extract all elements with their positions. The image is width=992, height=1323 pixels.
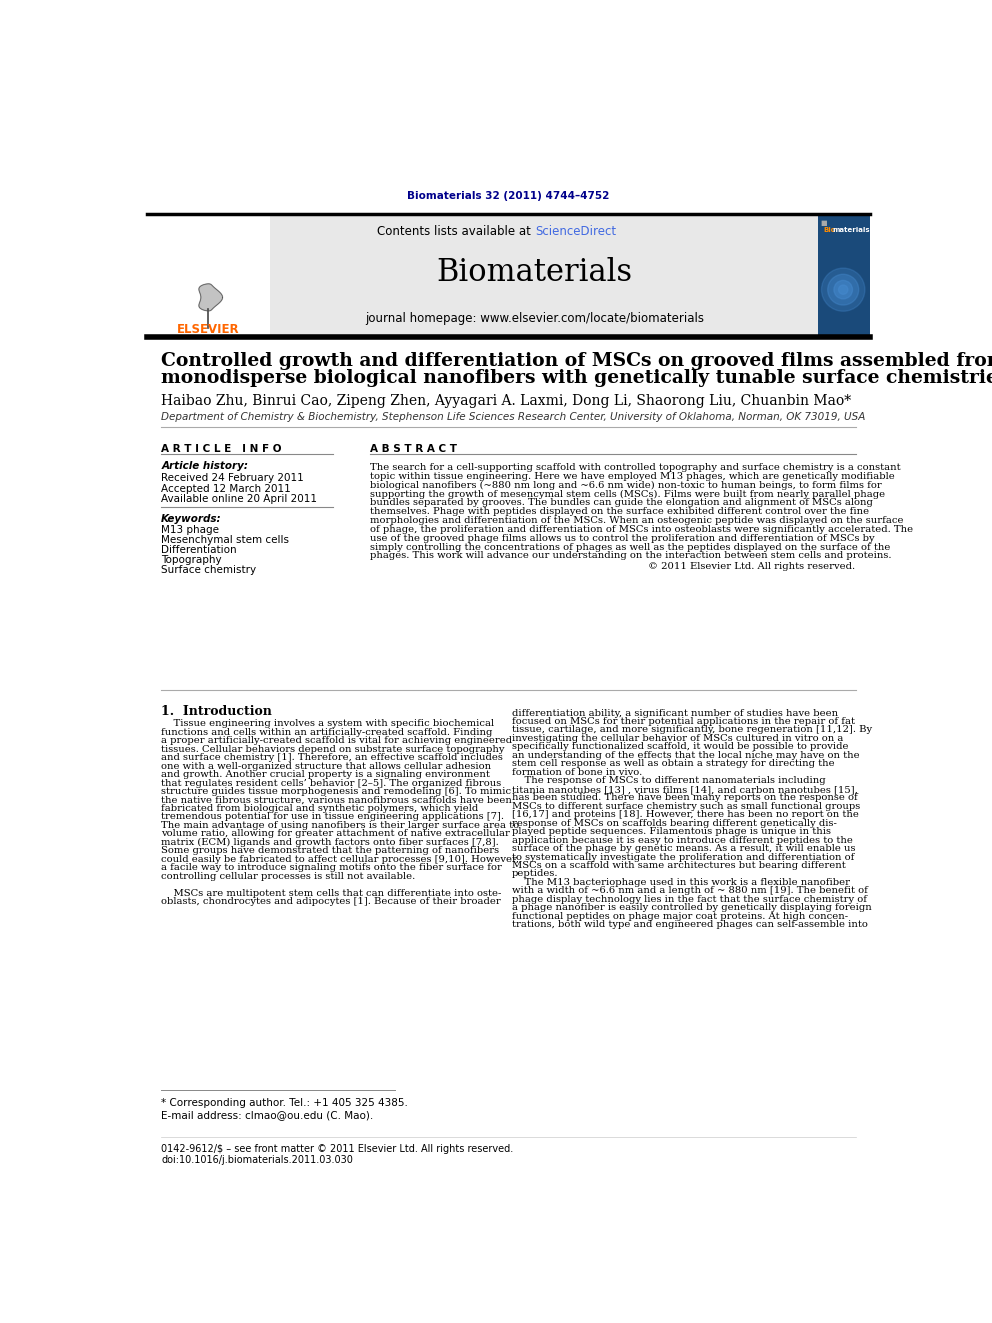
Text: volume ratio, allowing for greater attachment of native extracellular: volume ratio, allowing for greater attac… bbox=[161, 830, 510, 839]
Text: A B S T R A C T: A B S T R A C T bbox=[370, 443, 457, 454]
Text: stem cell response as well as obtain a strategy for directing the: stem cell response as well as obtain a s… bbox=[512, 759, 834, 769]
Text: Some groups have demonstrated that the patterning of nanofibers: Some groups have demonstrated that the p… bbox=[161, 847, 499, 856]
Text: ■: ■ bbox=[820, 220, 826, 226]
Text: tremendous potential for use in tissue engineering applications [7].: tremendous potential for use in tissue e… bbox=[161, 812, 504, 822]
Circle shape bbox=[834, 280, 852, 299]
Text: Biomaterials: Biomaterials bbox=[436, 257, 633, 288]
Polygon shape bbox=[198, 284, 222, 311]
Text: [16,17] and proteins [18]. However, there has been no report on the: [16,17] and proteins [18]. However, ther… bbox=[512, 810, 858, 819]
Text: Differentiation: Differentiation bbox=[161, 545, 237, 556]
Text: MSCs are multipotent stem cells that can differentiate into oste-: MSCs are multipotent stem cells that can… bbox=[161, 889, 502, 898]
Text: functional peptides on phage major coat proteins. At high concen-: functional peptides on phage major coat … bbox=[512, 912, 847, 921]
Text: A R T I C L E   I N F O: A R T I C L E I N F O bbox=[161, 443, 282, 454]
Text: functions and cells within an artificially-created scaffold. Finding: functions and cells within an artificial… bbox=[161, 728, 493, 737]
Text: * Corresponding author. Tel.: +1 405 325 4385.: * Corresponding author. Tel.: +1 405 325… bbox=[161, 1098, 408, 1109]
Text: Topography: Topography bbox=[161, 556, 222, 565]
Text: The response of MSCs to different nanomaterials including: The response of MSCs to different nanoma… bbox=[512, 777, 825, 786]
Text: Keywords:: Keywords: bbox=[161, 515, 222, 524]
Text: supporting the growth of mesencymal stem cells (MSCs). Films were built from nea: supporting the growth of mesencymal stem… bbox=[370, 490, 886, 499]
Text: played peptide sequences. Filamentous phage is unique in this: played peptide sequences. Filamentous ph… bbox=[512, 827, 830, 836]
Text: materials: materials bbox=[832, 228, 870, 233]
Text: Accepted 12 March 2011: Accepted 12 March 2011 bbox=[161, 484, 291, 493]
Bar bbox=[817, 214, 870, 336]
Text: tissues. Cellular behaviors depend on substrate surface topography: tissues. Cellular behaviors depend on su… bbox=[161, 745, 505, 754]
Text: peptides.: peptides. bbox=[512, 869, 558, 878]
Text: The main advantage of using nanofibers is their larger surface area to: The main advantage of using nanofibers i… bbox=[161, 822, 520, 830]
Text: oblasts, chondrocytes and adipocytes [1]. Because of their broader: oblasts, chondrocytes and adipocytes [1]… bbox=[161, 897, 501, 906]
Text: phages. This work will advance our understanding on the interaction between stem: phages. This work will advance our under… bbox=[370, 552, 892, 561]
Text: ELSEVIER: ELSEVIER bbox=[178, 323, 240, 336]
Text: could easily be fabricated to affect cellular processes [9,10]. However,: could easily be fabricated to affect cel… bbox=[161, 855, 519, 864]
Text: Bio: Bio bbox=[823, 228, 836, 233]
Text: 0142-9612/$ – see front matter © 2011 Elsevier Ltd. All rights reserved.: 0142-9612/$ – see front matter © 2011 El… bbox=[161, 1144, 514, 1155]
Text: Surface chemistry: Surface chemistry bbox=[161, 565, 256, 576]
Text: Controlled growth and differentiation of MSCs on grooved films assembled from: Controlled growth and differentiation of… bbox=[161, 352, 992, 370]
Text: response of MSCs on scaffolds bearing different genetically dis-: response of MSCs on scaffolds bearing di… bbox=[512, 819, 836, 828]
Text: Department of Chemistry & Biochemistry, Stephenson Life Sciences Research Center: Department of Chemistry & Biochemistry, … bbox=[161, 411, 866, 422]
Text: matrix (ECM) ligands and growth factors onto fiber surfaces [7,8].: matrix (ECM) ligands and growth factors … bbox=[161, 837, 499, 847]
Text: controlling cellular processes is still not available.: controlling cellular processes is still … bbox=[161, 872, 416, 881]
Text: a facile way to introduce signaling motifs onto the fiber surface for: a facile way to introduce signaling moti… bbox=[161, 864, 502, 872]
Text: investigating the cellular behavior of MSCs cultured in vitro on a: investigating the cellular behavior of M… bbox=[512, 734, 843, 744]
Text: application because it is easy to introduce different peptides to the: application because it is easy to introd… bbox=[512, 836, 852, 844]
Text: ScienceDirect: ScienceDirect bbox=[536, 225, 617, 238]
Text: Haibao Zhu, Binrui Cao, Zipeng Zhen, Ayyagari A. Laxmi, Dong Li, Shaorong Liu, C: Haibao Zhu, Binrui Cao, Zipeng Zhen, Ayy… bbox=[161, 394, 851, 409]
Text: focused on MSCs for their potential applications in the repair of fat: focused on MSCs for their potential appl… bbox=[512, 717, 854, 726]
Text: Mesenchymal stem cells: Mesenchymal stem cells bbox=[161, 536, 290, 545]
Text: a phage nanofiber is easily controlled by genetically displaying foreign: a phage nanofiber is easily controlled b… bbox=[512, 904, 871, 913]
Text: M13 phage: M13 phage bbox=[161, 525, 219, 536]
Bar bbox=[147, 214, 270, 336]
Text: of phage, the proliferation and differentiation of MSCs into osteoblasts were si: of phage, the proliferation and differen… bbox=[370, 525, 914, 534]
Text: surface of the phage by genetic means. As a result, it will enable us: surface of the phage by genetic means. A… bbox=[512, 844, 855, 853]
Circle shape bbox=[838, 284, 848, 294]
Text: The M13 bacteriophage used in this work is a flexible nanofiber: The M13 bacteriophage used in this work … bbox=[512, 878, 849, 886]
Text: tissue, cartilage, and more significantly, bone regeneration [11,12]. By: tissue, cartilage, and more significantl… bbox=[512, 725, 872, 734]
Text: that regulates resident cells’ behavior [2–5]. The organized fibrous: that regulates resident cells’ behavior … bbox=[161, 779, 501, 787]
Text: simply controlling the concentrations of phages as well as the peptides displaye: simply controlling the concentrations of… bbox=[370, 542, 891, 552]
Text: Available online 20 April 2011: Available online 20 April 2011 bbox=[161, 495, 317, 504]
Circle shape bbox=[827, 274, 859, 306]
Text: Tissue engineering involves a system with specific biochemical: Tissue engineering involves a system wit… bbox=[161, 720, 494, 729]
Text: The search for a cell-supporting scaffold with controlled topography and surface: The search for a cell-supporting scaffol… bbox=[370, 463, 901, 472]
Text: one with a well-organized structure that allows cellular adhesion: one with a well-organized structure that… bbox=[161, 762, 491, 771]
Bar bbox=[147, 214, 870, 336]
Text: fabricated from biological and synthetic polymers, which yield: fabricated from biological and synthetic… bbox=[161, 804, 478, 814]
Text: themselves. Phage with peptides displayed on the surface exhibited different con: themselves. Phage with peptides displaye… bbox=[370, 507, 870, 516]
Text: morphologies and differentiation of the MSCs. When an osteogenic peptide was dis: morphologies and differentiation of the … bbox=[370, 516, 904, 525]
Text: and surface chemistry [1]. Therefore, an effective scaffold includes: and surface chemistry [1]. Therefore, an… bbox=[161, 753, 503, 762]
Text: structure guides tissue morphogenesis and remodeling [6]. To mimic: structure guides tissue morphogenesis an… bbox=[161, 787, 511, 796]
Text: Biomaterials 32 (2011) 4744–4752: Biomaterials 32 (2011) 4744–4752 bbox=[407, 191, 610, 201]
Text: an understanding of the effects that the local niche may have on the: an understanding of the effects that the… bbox=[512, 751, 859, 759]
Text: phage display technology lies in the fact that the surface chemistry of: phage display technology lies in the fac… bbox=[512, 894, 866, 904]
Text: the native fibrous structure, various nanofibrous scaffolds have been: the native fibrous structure, various na… bbox=[161, 795, 512, 804]
Text: topic within tissue engineering. Here we have employed M13 phages, which are gen: topic within tissue engineering. Here we… bbox=[370, 472, 895, 480]
Text: MSCs on a scaffold with same architectures but bearing different: MSCs on a scaffold with same architectur… bbox=[512, 861, 845, 871]
Text: trations, both wild type and engineered phages can self-assemble into: trations, both wild type and engineered … bbox=[512, 921, 867, 929]
Text: and growth. Another crucial property is a signaling environment: and growth. Another crucial property is … bbox=[161, 770, 490, 779]
Text: biological nanofibers (~880 nm long and ~6.6 nm wide) non-toxic to human beings,: biological nanofibers (~880 nm long and … bbox=[370, 480, 882, 490]
Text: Contents lists available at: Contents lists available at bbox=[377, 225, 535, 238]
Text: doi:10.1016/j.biomaterials.2011.03.030: doi:10.1016/j.biomaterials.2011.03.030 bbox=[161, 1155, 353, 1166]
Text: titania nanotubes [13] , virus films [14], and carbon nanotubes [15],: titania nanotubes [13] , virus films [14… bbox=[512, 785, 857, 794]
Text: journal homepage: www.elsevier.com/locate/biomaterials: journal homepage: www.elsevier.com/locat… bbox=[365, 312, 704, 324]
Text: bundles separated by grooves. The bundles can guide the elongation and alignment: bundles separated by grooves. The bundle… bbox=[370, 499, 873, 507]
Text: to systematically investigate the proliferation and differentiation of: to systematically investigate the prolif… bbox=[512, 852, 854, 861]
Text: Received 24 February 2011: Received 24 February 2011 bbox=[161, 472, 304, 483]
Text: Article history:: Article history: bbox=[161, 462, 248, 471]
Circle shape bbox=[821, 269, 865, 311]
Text: use of the grooved phage films allows us to control the proliferation and differ: use of the grooved phage films allows us… bbox=[370, 533, 875, 542]
Text: with a width of ~6.6 nm and a length of ~ 880 nm [19]. The benefit of: with a width of ~6.6 nm and a length of … bbox=[512, 886, 867, 896]
Text: has been studied. There have been many reports on the response of: has been studied. There have been many r… bbox=[512, 794, 857, 802]
Text: specifically functionalized scaffold, it would be possible to provide: specifically functionalized scaffold, it… bbox=[512, 742, 848, 751]
Text: © 2011 Elsevier Ltd. All rights reserved.: © 2011 Elsevier Ltd. All rights reserved… bbox=[649, 562, 855, 570]
Text: 1.  Introduction: 1. Introduction bbox=[161, 705, 272, 718]
Text: differentiation ability, a significant number of studies have been: differentiation ability, a significant n… bbox=[512, 709, 837, 717]
Text: MSCs to different surface chemistry such as small functional groups: MSCs to different surface chemistry such… bbox=[512, 802, 860, 811]
Text: E-mail address: clmao@ou.edu (C. Mao).: E-mail address: clmao@ou.edu (C. Mao). bbox=[161, 1110, 373, 1119]
Text: monodisperse biological nanofibers with genetically tunable surface chemistries: monodisperse biological nanofibers with … bbox=[161, 369, 992, 388]
Text: formation of bone in vivo.: formation of bone in vivo. bbox=[512, 767, 642, 777]
Text: a proper artificially-created scaffold is vital for achieving engineered: a proper artificially-created scaffold i… bbox=[161, 737, 512, 745]
